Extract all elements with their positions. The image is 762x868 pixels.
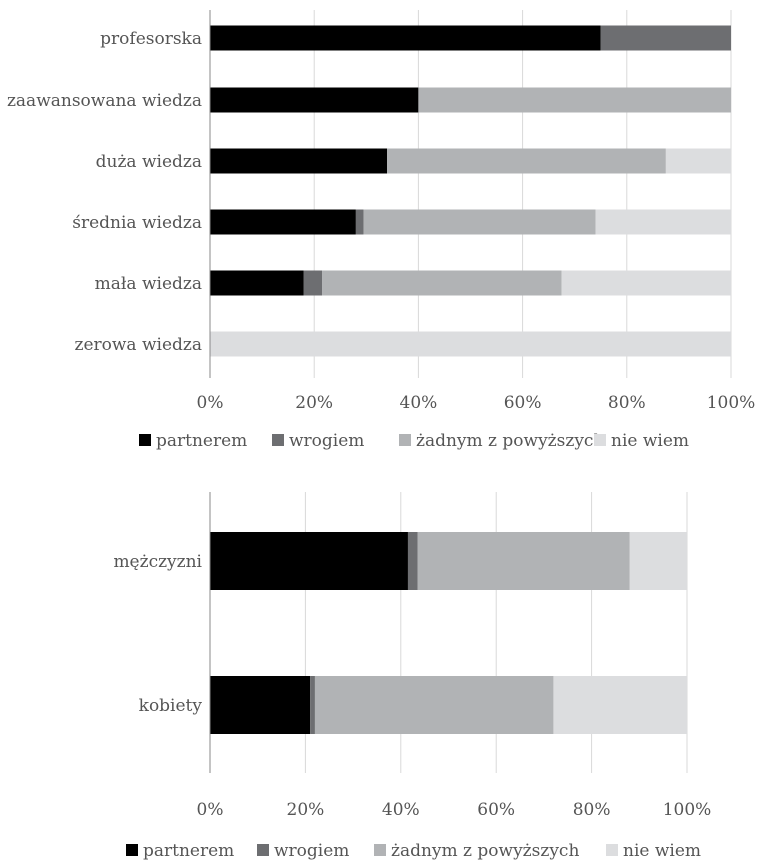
legend-label-zadnym-z-powyzszych: żadnym z powyższych	[416, 431, 604, 451]
legend-label-nie-wiem: nie wiem	[623, 841, 701, 861]
bar-wrogiem-profesorska	[600, 25, 731, 51]
category-label: kobiety	[139, 696, 203, 716]
legend-swatch-zadnym-z-powyzszych	[399, 434, 411, 446]
x-tick-label: 20%	[287, 800, 325, 820]
legend: partnerem wrogiem żadnym z powyższych nie w…	[139, 431, 689, 451]
bar-nie-wiem-kobiety	[553, 676, 687, 734]
bar-partnerem-duza-wiedza	[210, 148, 388, 174]
bar-nie-wiem-duza-wiedza	[665, 148, 731, 174]
x-tick-label: 80%	[573, 800, 611, 820]
bar-wrogiem-mezczyzni	[407, 532, 418, 590]
bar-partnerem-mala-wiedza	[210, 270, 304, 296]
bar-wrogiem-mala-wiedza	[303, 270, 323, 296]
legend-swatch-partnerem	[126, 844, 138, 856]
bar-nie-wiem-zerowa-wiedza	[210, 331, 731, 357]
legend-swatch-nie-wiem	[594, 434, 606, 446]
bar-partnerem-mezczyzni	[210, 532, 408, 590]
x-tick-label: 100%	[707, 393, 756, 413]
category-label: mężczyzni	[113, 552, 202, 572]
legend: partnerem wrogiem żadnym z powyższych nie w…	[126, 841, 701, 861]
legend-label-wrogiem: wrogiem	[289, 431, 364, 451]
bar-zadnym-z-powyzszych-duza-wiedza	[387, 148, 666, 174]
legend-label-partnerem: partnerem	[156, 431, 247, 451]
x-tick-label: 40%	[382, 800, 420, 820]
bar-partnerem-kobiety	[210, 676, 311, 734]
legend-swatch-wrogiem	[257, 844, 269, 856]
bar-nie-wiem-mala-wiedza	[561, 270, 731, 296]
bar-zadnym-z-powyzszych-kobiety	[314, 676, 554, 734]
bar-zadnym-z-powyzszych-srednia-wiedza	[363, 209, 596, 235]
x-tick-label: 20%	[295, 393, 333, 413]
x-tick-label: 80%	[608, 393, 646, 413]
category-label: duża wiedza	[96, 152, 202, 172]
category-label: zerowa wiedza	[75, 335, 203, 355]
legend-swatch-wrogiem	[272, 434, 284, 446]
bar-partnerem-profesorska	[210, 25, 601, 51]
bar-wrogiem-srednia-wiedza	[355, 209, 364, 235]
bar-partnerem-srednia-wiedza	[210, 209, 356, 235]
legend-label-partnerem: partnerem	[143, 841, 234, 861]
legend-swatch-zadnym-z-powyzszych	[374, 844, 386, 856]
category-label: profesorska	[100, 29, 202, 49]
chart-gender: 0% 20% 40% 60% 80% 100% mężczyzni kobiety partne…	[113, 492, 711, 861]
bar-zadnym-z-powyzszych-mala-wiedza	[322, 270, 562, 296]
bar-partnerem-zaawansowana-wiedza	[210, 87, 419, 113]
category-label: mała wiedza	[95, 274, 202, 294]
x-tick-label: 0%	[197, 800, 224, 820]
legend-label-wrogiem: wrogiem	[274, 841, 349, 861]
bar-wrogiem-kobiety	[310, 676, 315, 734]
legend-swatch-partnerem	[139, 434, 151, 446]
x-tick-label: 0%	[197, 393, 224, 413]
bar-nie-wiem-srednia-wiedza	[595, 209, 731, 235]
bar-zadnym-z-powyzszych-mezczyzni	[417, 532, 630, 590]
legend-label-zadnym-z-powyzszych: żadnym z powyższych	[391, 841, 579, 861]
bar-zadnym-z-powyzszych-zaawansowana-wiedza	[418, 87, 731, 113]
category-label: zaawansowana wiedza	[7, 91, 202, 111]
x-tick-label: 60%	[477, 800, 515, 820]
chart-knowledge-level: 0% 20% 40% 60% 80% 100% profesorska zaawansowan…	[7, 10, 755, 451]
bar-nie-wiem-mezczyzni	[629, 532, 687, 590]
category-label: średnia wiedza	[72, 213, 202, 233]
legend-swatch-nie-wiem	[606, 844, 618, 856]
x-tick-label: 40%	[400, 393, 438, 413]
x-tick-label: 100%	[663, 800, 712, 820]
x-tick-label: 60%	[504, 393, 542, 413]
legend-label-nie-wiem: nie wiem	[611, 431, 689, 451]
